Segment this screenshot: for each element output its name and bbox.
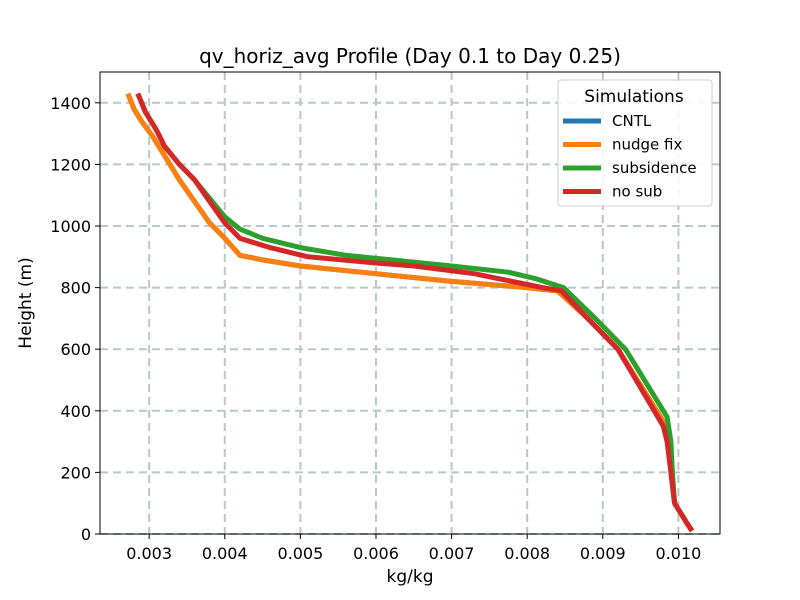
x-tick-label-4: 0.007	[429, 544, 475, 563]
x-tick-label-6: 0.009	[580, 544, 626, 563]
x-tick-label-3: 0.006	[353, 544, 399, 563]
y-axis-ticks: 0 200 400 600 800 1000 1200 1400	[50, 94, 100, 544]
legend: Simulations CNTL nudge fix subsidence no su…	[557, 79, 713, 207]
x-tick-label-7: 0.010	[656, 544, 702, 563]
x-tick-label-0: 0.003	[126, 544, 172, 563]
y-axis-label: Height (m)	[16, 257, 36, 348]
series-lines	[125, 92, 695, 533]
y-tick-label-1: 200	[60, 463, 91, 482]
y-tick-label-6: 1200	[50, 155, 91, 174]
legend-items: CNTL nudge fix subsidence no sub	[563, 112, 697, 201]
chart-title: qv_horiz_avg Profile (Day 0.1 to Day 0.2…	[199, 44, 621, 68]
legend-title: Simulations	[584, 87, 684, 107]
x-axis-label: kg/kg	[387, 567, 434, 587]
series-line-no-sub	[135, 92, 695, 533]
x-axis-ticks: 0.003 0.004 0.005 0.006 0.007 0.008 0.009 0.010	[126, 534, 701, 563]
y-tick-label-0: 0	[81, 525, 91, 544]
plot-frame	[99, 71, 721, 535]
y-tick-label-7: 1400	[50, 94, 91, 113]
x-tick-label-2: 0.005	[277, 544, 323, 563]
x-tick-label-1: 0.004	[202, 544, 248, 563]
y-tick-label-4: 800	[60, 279, 91, 298]
grid	[100, 72, 720, 535]
legend-label-0: CNTL	[612, 112, 652, 130]
legend-label-3: no sub	[612, 183, 662, 201]
y-tick-label-2: 400	[60, 402, 91, 421]
y-tick-label-3: 600	[60, 340, 91, 359]
legend-label-2: subsidence	[612, 159, 697, 177]
legend-label-1: nudge fix	[612, 136, 683, 154]
y-tick-label-5: 1000	[50, 217, 91, 236]
x-tick-label-5: 0.008	[504, 544, 550, 563]
legend-box	[557, 79, 713, 207]
